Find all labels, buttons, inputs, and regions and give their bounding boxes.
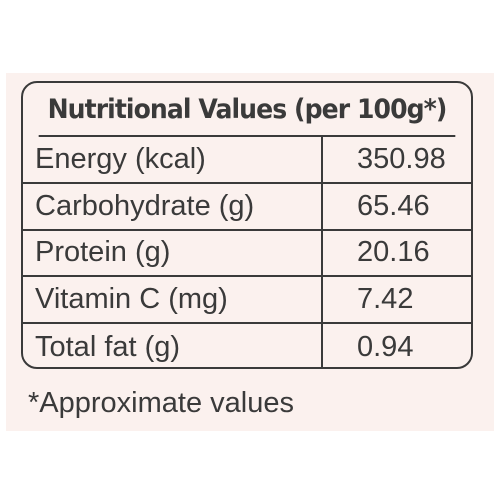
table-row: Vitamin C (mg) 7.42 [23, 277, 471, 325]
footnote: *Approximate values [28, 387, 294, 419]
nutrient-value: 7.42 [357, 283, 414, 316]
table-row: Carbohydrate (g) 65.46 [23, 183, 471, 231]
table-title: Nutritional Values (per 100g*) [38, 83, 456, 137]
nutrition-table: Nutritional Values (per 100g*) Energy (k… [21, 81, 473, 369]
table-row: Total fat (g) 0.94 [23, 324, 471, 367]
nutrient-name: Protein (g) [23, 230, 323, 276]
nutrient-value: 20.16 [357, 236, 430, 269]
nutrient-name: Energy (kcal) [23, 137, 323, 182]
nutrition-panel: Nutritional Values (per 100g*) Energy (k… [6, 73, 494, 431]
nutrient-value: 0.94 [357, 331, 414, 364]
nutrient-name: Total fat (g) [23, 324, 323, 367]
nutrient-value: 65.46 [357, 189, 430, 222]
nutrient-name: Vitamin C (mg) [23, 277, 323, 323]
nutrient-name: Carbohydrate (g) [23, 183, 323, 229]
nutrient-value: 350.98 [357, 142, 446, 175]
table-row: Protein (g) 20.16 [23, 230, 471, 278]
table-row: Energy (kcal) 350.98 [23, 137, 471, 184]
